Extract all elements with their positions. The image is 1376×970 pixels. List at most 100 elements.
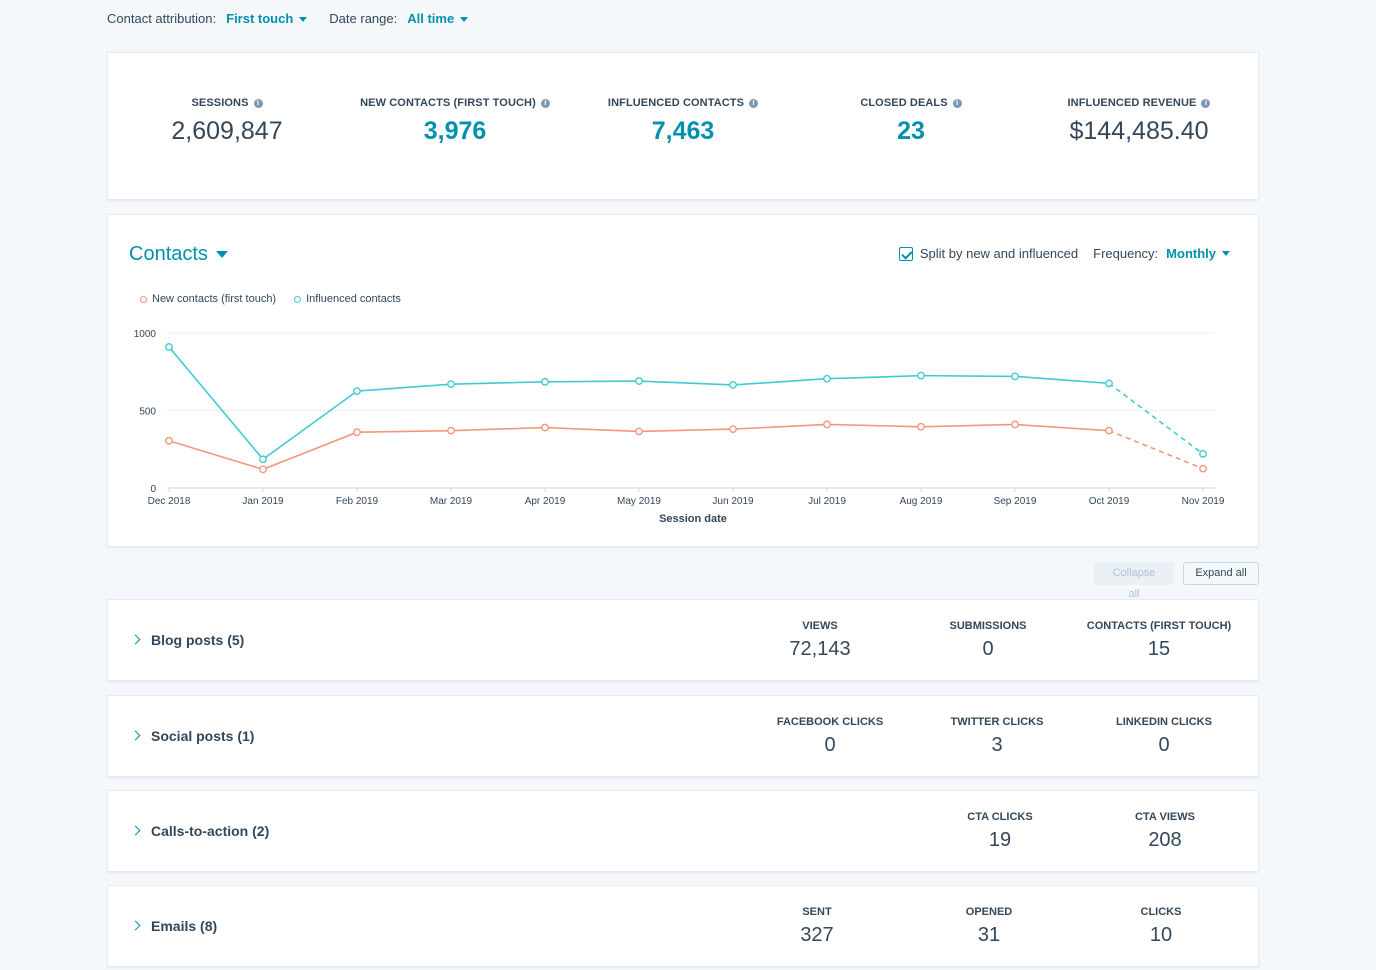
- x-axis-label: Session date: [659, 513, 727, 525]
- chevron-down-icon: [460, 17, 469, 23]
- x-tick-label: Jun 2019: [712, 496, 754, 507]
- data-point: [1105, 379, 1113, 388]
- data-point: [541, 377, 549, 386]
- data-point: [541, 423, 549, 432]
- split-checkbox[interactable]: [898, 246, 913, 261]
- chevron-right-icon[interactable]: [130, 634, 141, 645]
- frequency-label: Frequency:: [1093, 246, 1159, 261]
- metric-label: LINKEDIN CLICKS: [1116, 716, 1212, 728]
- attribution-value[interactable]: First touch: [226, 11, 294, 26]
- metric-label: CONTACTS (FIRST TOUCH): [1086, 620, 1232, 632]
- info-icon[interactable]: i: [1201, 98, 1211, 108]
- chart-metric-dropdown[interactable]: Contacts: [129, 243, 228, 266]
- chevron-right-icon[interactable]: [130, 730, 141, 741]
- collapse-all-button[interactable]: Collapse all: [1094, 562, 1174, 600]
- date-range-filter: Date range: All time: [329, 11, 469, 26]
- metric-label: SENT: [802, 906, 832, 918]
- metric-contacts-first-touch: CONTACTS (FIRST TOUCH) 15: [1074, 620, 1244, 661]
- section-emails[interactable]: Emails (8) SENT 327 OPENED 31 CLICKS 10: [107, 885, 1259, 967]
- series-projection-line: [1108, 382, 1204, 455]
- data-point: [259, 455, 267, 464]
- kpi-sessions: SESSIONS i 2,609,847: [113, 97, 341, 146]
- chevron-down-icon: [1222, 251, 1230, 256]
- kpi-value-link[interactable]: 23: [897, 117, 925, 145]
- info-icon[interactable]: i: [253, 98, 263, 108]
- metric-label: VIEWS: [802, 620, 838, 632]
- metric-value: 208: [1148, 829, 1182, 851]
- kpi-label: NEW CONTACTS (FIRST TOUCH): [360, 97, 536, 109]
- kpi-value-link[interactable]: 3,976: [423, 117, 487, 145]
- chevron-down-icon: [299, 17, 308, 23]
- data-point: [353, 387, 361, 396]
- metric-value: 19: [988, 829, 1012, 851]
- metric-value: 0: [824, 734, 836, 756]
- y-tick-label: 1000: [134, 329, 157, 340]
- section-title[interactable]: Calls-to-action (2): [151, 823, 270, 839]
- data-point: [165, 436, 173, 445]
- metric-label: FACEBOOK CLICKS: [776, 716, 884, 728]
- date-range-dropdown[interactable]: All time: [407, 11, 469, 26]
- section-blog-posts[interactable]: Blog posts (5) VIEWS 72,143 SUBMISSIONS …: [107, 599, 1259, 681]
- metric-label: OPENED: [965, 906, 1013, 918]
- chevron-right-icon[interactable]: [130, 825, 141, 836]
- date-range-value[interactable]: All time: [407, 11, 455, 26]
- metric-linkedin-clicks: LINKEDIN CLICKS 0: [1079, 716, 1249, 757]
- x-tick-label: Mar 2019: [430, 496, 473, 507]
- contacts-line-chart: 0 500 1000 Dec 2018 Jan 2019 Feb 2019 Mar 2019…: [134, 329, 1225, 525]
- section-calls-to-action[interactable]: Calls-to-action (2) CTA CLICKS 19 CTA VI…: [107, 790, 1259, 872]
- filter-bar: Contact attribution: First touch Date ra…: [107, 11, 490, 26]
- section-title[interactable]: Emails (8): [151, 918, 218, 934]
- kpi-value-link[interactable]: 7,463: [651, 117, 715, 145]
- series-line: [168, 346, 1110, 461]
- split-label[interactable]: Split by new and influenced: [919, 246, 1079, 261]
- data-point: [917, 422, 925, 431]
- metric-views: VIEWS 72,143: [735, 620, 905, 661]
- x-tick-label: Oct 2019: [1089, 496, 1130, 507]
- expand-all-button[interactable]: Expand all: [1183, 562, 1259, 585]
- kpi-closed-deals: CLOSED DEALS i 23: [797, 97, 1025, 146]
- series-projection-line: [1108, 429, 1204, 470]
- legend-item-new-contacts[interactable]: New contacts (first touch): [140, 293, 276, 305]
- data-point: [635, 427, 643, 436]
- info-icon[interactable]: i: [749, 98, 759, 108]
- section-social-posts[interactable]: Social posts (1) FACEBOOK CLICKS 0 TWITT…: [107, 695, 1259, 777]
- y-tick-label: 500: [139, 407, 156, 418]
- frequency-dropdown[interactable]: Monthly: [1166, 246, 1230, 261]
- legend-label: New contacts (first touch): [152, 293, 277, 305]
- data-point: [635, 377, 643, 385]
- x-tick-label: May 2019: [617, 496, 661, 507]
- x-tick-label: Jul 2019: [808, 496, 846, 507]
- data-point: [165, 343, 173, 351]
- section-title[interactable]: Social posts (1): [151, 728, 255, 744]
- frequency-value[interactable]: Monthly: [1166, 246, 1216, 261]
- y-tick-label: 0: [150, 484, 156, 495]
- metric-opened: OPENED 31: [904, 906, 1074, 947]
- contacts-chart-card: Contacts Split by new and influenced Fre…: [107, 214, 1259, 547]
- metric-value: 15: [1147, 638, 1171, 660]
- section-title[interactable]: Blog posts (5): [151, 632, 245, 648]
- chevron-right-icon[interactable]: [130, 920, 141, 931]
- x-tick-label: Feb 2019: [336, 496, 379, 507]
- kpi-label: CLOSED DEALS: [860, 97, 948, 109]
- metric-label: SUBMISSIONS: [949, 620, 1027, 632]
- info-icon[interactable]: i: [952, 98, 962, 108]
- metric-twitter-clicks: TWITTER CLICKS 3: [912, 716, 1082, 757]
- data-point: [1199, 464, 1207, 473]
- x-tick-label: Nov 2019: [1182, 496, 1225, 507]
- data-point: [1199, 449, 1207, 458]
- metric-label: CTA CLICKS: [967, 811, 1033, 823]
- metric-facebook-clicks: FACEBOOK CLICKS 0: [745, 716, 915, 757]
- attribution-dropdown[interactable]: First touch: [226, 11, 308, 26]
- legend-item-influenced-contacts[interactable]: Influenced contacts: [294, 293, 401, 305]
- data-point: [1011, 372, 1019, 381]
- metric-value: 0: [982, 638, 994, 660]
- kpi-value: 2,609,847: [171, 117, 283, 145]
- chart-legend: New contacts (first touch) Influenced co…: [140, 293, 419, 305]
- chart-controls: Split by new and influenced Frequency: M…: [898, 246, 1230, 261]
- kpi-summary-card: SESSIONS i 2,609,847 NEW CONTACTS (FIRST …: [107, 52, 1259, 200]
- info-icon[interactable]: i: [540, 98, 550, 108]
- kpi-new-contacts: NEW CONTACTS (FIRST TOUCH) i 3,976: [341, 97, 569, 146]
- date-range-label: Date range:: [329, 11, 398, 26]
- chart-title[interactable]: Contacts: [129, 243, 208, 265]
- data-point: [259, 465, 267, 474]
